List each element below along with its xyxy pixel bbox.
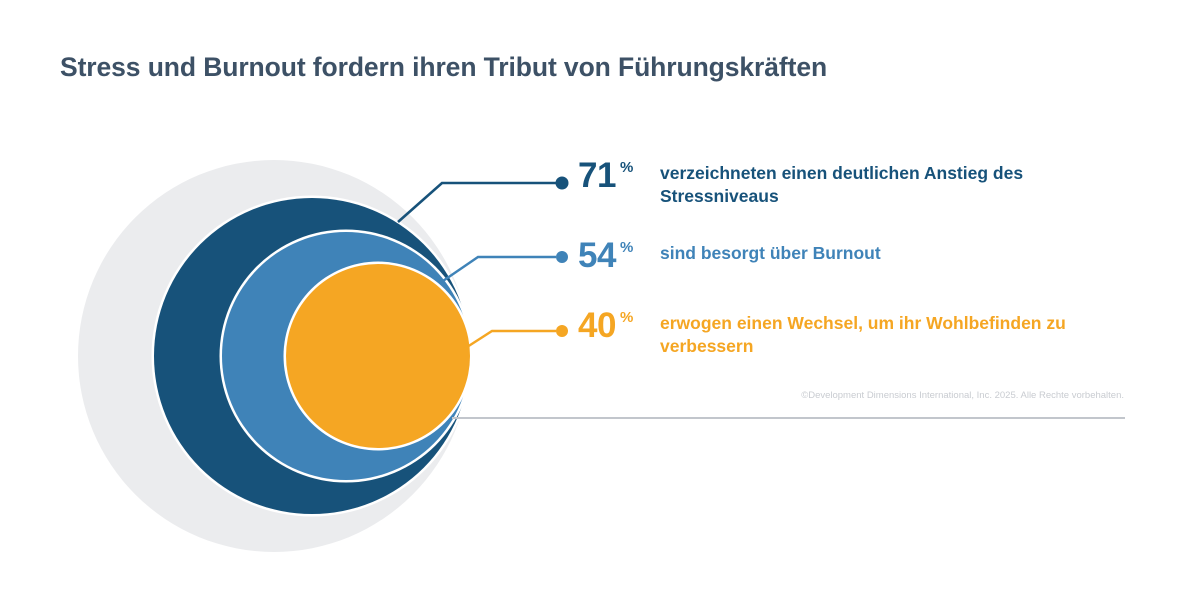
callout-40: 40 % erwogen einen Wechsel, um ihr Wohlb…	[578, 307, 1130, 358]
callout-text-40: erwogen einen Wechsel, um ihr Wohlbefind…	[660, 313, 1066, 356]
leader-dot-54	[556, 251, 568, 263]
callout-text-54: sind besorgt über Burnout	[660, 243, 881, 263]
leader-dot-71	[555, 176, 569, 190]
callout-54: 54 % sind besorgt über Burnout	[578, 237, 881, 275]
circle-segment-40[interactable]	[286, 264, 470, 448]
stat-71: 71 %	[578, 157, 660, 195]
stat-number-71: 71	[578, 156, 616, 195]
callout-71: 71 % verzeichneten einen deutlichen Anst…	[578, 157, 1130, 208]
percent-sign-71: %	[619, 159, 634, 176]
copyright-notice: ©Development Dimensions International, I…	[801, 390, 1124, 401]
footer-divider	[452, 417, 1125, 419]
stat-40: 40 %	[578, 307, 660, 345]
percent-sign-40: %	[619, 309, 634, 326]
leader-dot-40	[556, 325, 568, 337]
stat-54: 54 %	[578, 237, 660, 275]
callout-text-71: verzeichneten einen deutlichen Anstieg d…	[660, 163, 1024, 206]
stat-number-54: 54	[578, 236, 616, 275]
stat-number-40: 40	[578, 306, 616, 345]
nested-circles-chart	[0, 0, 540, 600]
percent-sign-54: %	[619, 239, 634, 256]
page-title: Stress und Burnout fordern ihren Tribut …	[60, 52, 828, 82]
